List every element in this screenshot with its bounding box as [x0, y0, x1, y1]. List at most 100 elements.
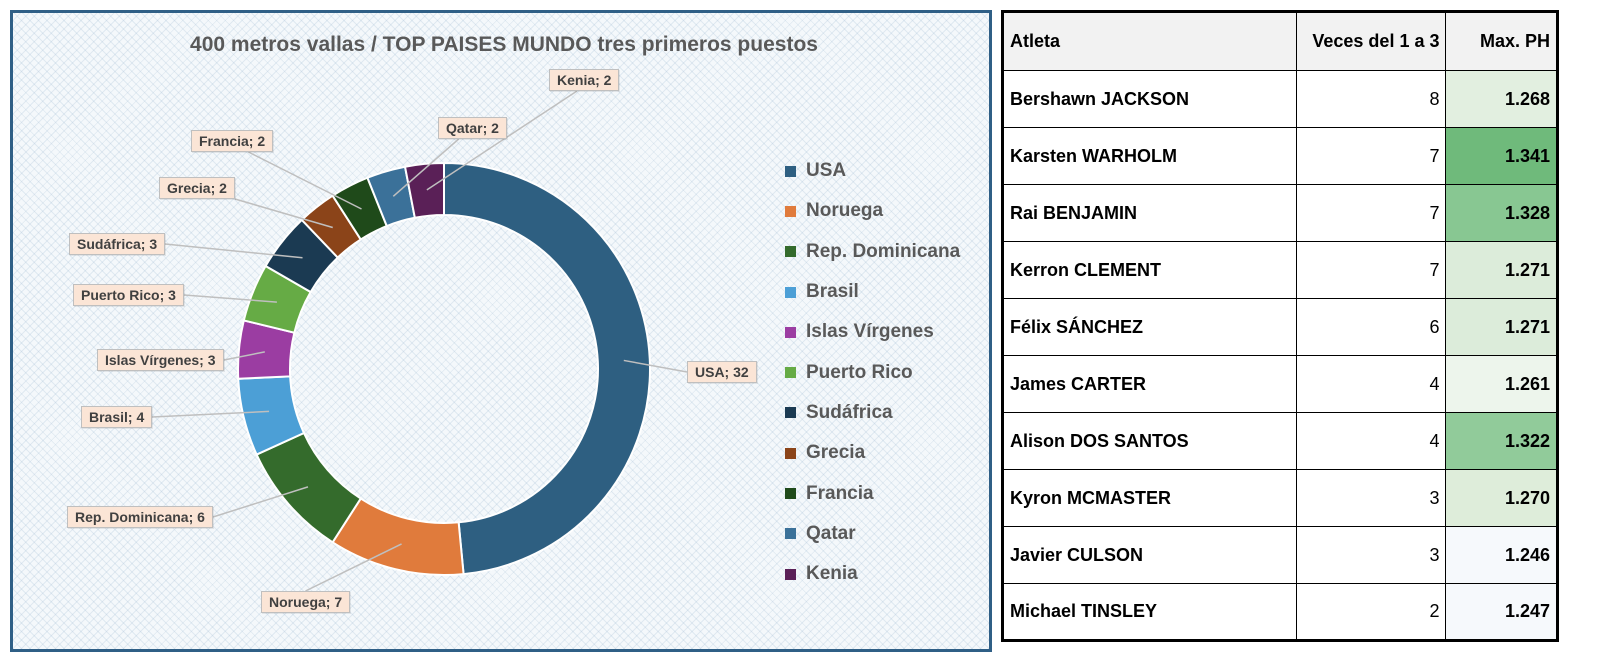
leader-line [151, 410, 270, 418]
athlete-name: Karsten WARHOLM [1001, 127, 1298, 185]
athlete-name: Michael TINSLEY [1001, 583, 1298, 641]
legend-swatch [785, 165, 796, 177]
legend-label: USA [806, 160, 847, 182]
podium-count: 7 [1296, 241, 1447, 299]
legend-swatch [785, 367, 796, 379]
podium-count: 7 [1296, 127, 1447, 185]
legend-label: Rep. Dominicana [806, 240, 961, 262]
table-row: Rai BENJAMIN 7 1.328 [1001, 184, 1558, 242]
legend-label: Kenia [806, 563, 858, 585]
max-ph: 1.328 [1445, 184, 1558, 242]
legend-label: Francia [806, 482, 874, 504]
max-ph: 1.261 [1445, 355, 1558, 413]
max-ph: 1.341 [1445, 127, 1558, 185]
legend-item: Kenia [785, 554, 960, 594]
legend-label: Puerto Rico [806, 361, 913, 383]
table-row: Alison DOS SANTOS 4 1.322 [1001, 412, 1558, 470]
table-header-row: Atleta Veces del 1 a 3 Max. PH [1001, 11, 1558, 71]
chart-title: 400 metros vallas / TOP PAISES MUNDO tre… [190, 33, 818, 56]
data-label: Kenia; 2 [549, 69, 620, 91]
chart-legend: USA Noruega Rep. Dominicana Brasil Islas Vír… [785, 151, 960, 594]
doughnut-chart [151, 90, 688, 592]
athlete-name: Rai BENJAMIN [1001, 184, 1298, 242]
athlete-name: Javier CULSON [1001, 526, 1298, 584]
leader-line [305, 543, 402, 592]
table-row: Kyron MCMASTER 3 1.270 [1001, 469, 1558, 527]
legend-swatch [785, 447, 796, 459]
legend-item: Brasil [785, 272, 960, 312]
max-ph: 1.322 [1445, 412, 1558, 470]
podium-count: 6 [1296, 298, 1447, 356]
table-row: James CARTER 4 1.261 [1001, 355, 1558, 413]
legend-item: Puerto Rico [785, 352, 960, 392]
legend-item: USA [785, 151, 960, 191]
table-row: Michael TINSLEY 2 1.247 [1001, 583, 1558, 641]
legend-label: Grecia [806, 442, 866, 464]
legend-swatch [785, 246, 796, 258]
leader-line [234, 198, 333, 229]
data-label: Sudáfrica; 3 [69, 233, 166, 255]
athlete-name: Alison DOS SANTOS [1001, 412, 1298, 470]
legend-item: Grecia [785, 433, 960, 473]
athlete-name: Kyron MCMASTER [1001, 469, 1298, 527]
header-podium-count: Veces del 1 a 3 [1296, 11, 1447, 71]
max-ph: 1.246 [1445, 526, 1558, 584]
table-row: Karsten WARHOLM 7 1.341 [1001, 127, 1558, 185]
podium-count: 3 [1296, 469, 1447, 527]
header-athlete: Atleta [1001, 11, 1298, 71]
legend-label: Sudáfrica [806, 401, 893, 423]
data-label: Qatar; 2 [438, 117, 507, 139]
legend-swatch [785, 488, 796, 500]
legend-label: Noruega [806, 200, 884, 222]
leader-line [212, 486, 309, 518]
max-ph: 1.271 [1445, 298, 1558, 356]
podium-count: 4 [1296, 355, 1447, 413]
leader-line [623, 359, 688, 373]
legend-swatch [785, 407, 796, 419]
table-body: Bershawn JACKSON 8 1.268 Karsten WARHOLM 7 1.… [1001, 70, 1558, 641]
header-max-ph: Max. PH [1445, 11, 1558, 71]
leader-line [392, 138, 460, 197]
leader-line [248, 151, 362, 210]
legend-item: Sudáfrica [785, 393, 960, 433]
legend-swatch [785, 205, 796, 217]
data-label: Brasil; 4 [81, 406, 153, 428]
table-row: Bershawn JACKSON 8 1.268 [1001, 70, 1558, 128]
podium-count: 3 [1296, 526, 1447, 584]
max-ph: 1.268 [1445, 70, 1558, 128]
table-row: Félix SÁNCHEZ 6 1.271 [1001, 298, 1558, 356]
legend-item: Francia [785, 473, 960, 513]
podium-count: 8 [1296, 70, 1447, 128]
athlete-name: Félix SÁNCHEZ [1001, 298, 1298, 356]
chart-panel: 400 metros vallas / TOP PAISES MUNDO tre… [10, 10, 992, 652]
table-row: Kerron CLEMENT 7 1.271 [1001, 241, 1558, 299]
legend-label: Brasil [806, 281, 859, 303]
podium-count: 4 [1296, 412, 1447, 470]
legend-swatch [785, 326, 796, 338]
max-ph: 1.247 [1445, 583, 1558, 641]
legend-swatch [785, 568, 796, 580]
legend-item: Qatar [785, 514, 960, 554]
legend-label: Qatar [806, 522, 856, 544]
legend-item: Rep. Dominicana [785, 232, 960, 272]
legend-label: Islas Vírgenes [806, 321, 934, 343]
legend-swatch [785, 528, 796, 540]
legend-item: Noruega [785, 191, 960, 231]
data-label: Noruega; 7 [261, 591, 351, 613]
leader-line [164, 243, 303, 259]
data-label: USA; 32 [687, 361, 757, 383]
slice-usa [443, 161, 651, 576]
athlete-name: Bershawn JACKSON [1001, 70, 1298, 128]
athletes-table: Atleta Veces del 1 a 3 Max. PH Bershawn … [1001, 10, 1559, 642]
legend-item: Islas Vírgenes [785, 312, 960, 352]
data-label: Rep. Dominicana; 6 [67, 506, 213, 528]
leader-line [183, 294, 277, 303]
data-label: Francia; 2 [191, 130, 274, 152]
data-label: Grecia; 2 [159, 177, 235, 199]
leader-line [426, 90, 578, 191]
legend-swatch [785, 286, 796, 298]
podium-count: 2 [1296, 583, 1447, 641]
leader-line [223, 351, 265, 361]
data-label: Puerto Rico; 3 [73, 284, 184, 306]
data-label: Islas Vírgenes; 3 [97, 349, 224, 371]
